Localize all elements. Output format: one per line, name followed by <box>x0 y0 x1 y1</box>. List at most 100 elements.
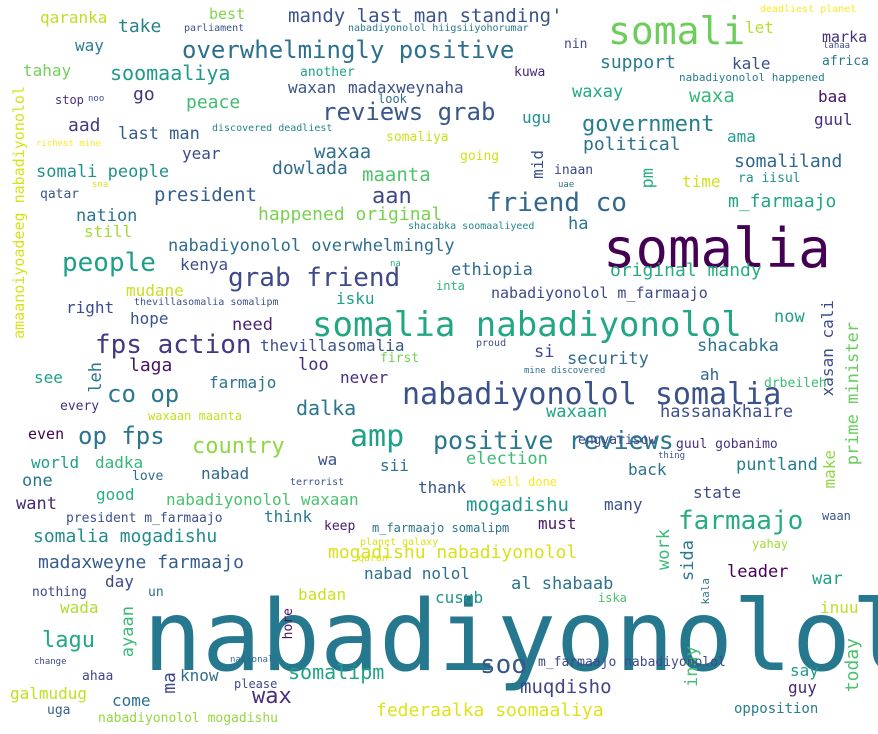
word-cloud-term: government <box>582 112 715 137</box>
word-cloud-term: make <box>820 450 839 489</box>
word-cloud-term: mine discovered <box>524 366 606 376</box>
word-cloud-term: al shabaab <box>511 574 614 594</box>
word-cloud-term: security <box>567 349 649 369</box>
word-cloud-term: well done <box>492 475 558 489</box>
word-cloud-term: mogadishu nabadiyonolol <box>328 542 578 563</box>
word-cloud-term: ha <box>568 214 589 234</box>
word-cloud-term: kenya <box>180 255 229 274</box>
word-cloud-term: hassanakhaire <box>660 402 794 422</box>
word-cloud-term: qatar <box>40 187 80 202</box>
word-cloud-term: wa <box>318 450 338 469</box>
word-cloud-term: galmudug <box>10 684 88 703</box>
word-cloud-term: nabad <box>201 464 250 483</box>
word-cloud-term: back <box>628 460 667 479</box>
word-cloud-term: kuwa <box>514 65 546 80</box>
word-cloud-term: federaalka soomaaliya <box>376 700 604 721</box>
word-cloud-term: world <box>31 453 80 472</box>
word-cloud-term: day <box>105 572 134 591</box>
word-cloud-term: one <box>22 471 53 491</box>
word-cloud-term: ugu <box>522 108 551 127</box>
word-cloud-term: kala <box>699 578 712 605</box>
word-cloud-term: positive reviews <box>433 426 674 455</box>
word-cloud-term: isku <box>336 289 375 308</box>
word-cloud-term: say <box>790 661 819 680</box>
word-cloud-term: think <box>264 507 313 526</box>
word-cloud-term: good <box>96 485 135 504</box>
word-cloud-term: marka <box>822 28 868 46</box>
word-cloud-term: grab friend <box>228 263 401 293</box>
word-cloud-term: soomaaliya <box>110 61 231 85</box>
word-cloud-term: must <box>538 514 577 533</box>
word-cloud-term: nabadiyonolol mogadishu <box>98 711 279 726</box>
word-cloud-term: happened original <box>258 204 443 225</box>
word-cloud-term: aan <box>372 184 412 209</box>
word-cloud-term: ethiopia <box>451 260 533 280</box>
word-cloud-term: let <box>745 18 774 37</box>
word-cloud-term: president m_farmaajo <box>66 511 223 526</box>
word-cloud-term: sii <box>380 456 409 475</box>
word-cloud-term: go <box>133 84 155 105</box>
word-cloud-term: please <box>234 677 278 691</box>
word-cloud-term: friend co <box>486 188 627 218</box>
word-cloud-term: inaan <box>554 163 594 178</box>
word-cloud-term: uae <box>558 180 575 190</box>
word-cloud-term: nabadiyonolol waxaan <box>166 490 359 509</box>
word-cloud-term: mogadishu <box>466 494 569 516</box>
word-cloud-term: sida <box>678 540 698 581</box>
word-cloud-term: richest mine <box>36 139 102 149</box>
word-cloud-term: laga <box>129 355 173 376</box>
word-cloud-term: dowlada <box>272 158 348 179</box>
word-cloud-term: thevillasomalia somalipm <box>134 297 279 308</box>
word-cloud-term: going <box>460 149 500 164</box>
word-cloud-term: nin <box>564 37 588 52</box>
word-cloud-term: drbeileh <box>764 376 827 391</box>
word-cloud-term: amaanoiyoadeeg nabadiyonolol <box>10 86 28 339</box>
word-cloud-term: m_farmaajo <box>728 191 837 212</box>
word-cloud-term: today <box>842 638 863 693</box>
word-cloud-term: kale <box>732 54 771 73</box>
word-cloud-term: yahay <box>752 537 789 551</box>
word-cloud-term: year <box>182 144 221 163</box>
word-cloud-term: somalia <box>603 217 831 280</box>
word-cloud-term: reviews grab <box>322 98 496 126</box>
word-cloud-term: somali <box>608 9 746 53</box>
word-cloud-term: waxaa <box>314 141 372 163</box>
word-cloud-term: every <box>60 399 100 414</box>
word-cloud-term: look <box>378 92 407 106</box>
word-cloud-term: want <box>16 494 57 514</box>
word-cloud-term: somali people <box>36 162 170 182</box>
word-cloud-term: ayaan <box>118 606 138 658</box>
word-cloud-term: waxaan maanta <box>148 409 242 423</box>
word-cloud-term: state <box>693 483 742 502</box>
word-cloud-term: war <box>812 569 843 589</box>
word-cloud-term: un <box>148 585 164 600</box>
word-cloud-term: president <box>154 184 257 206</box>
word-cloud-term: even <box>28 425 65 443</box>
word-cloud-term: guy <box>788 678 817 697</box>
word-cloud-term: guul gobanimo <box>676 437 778 452</box>
word-cloud-term: soo <box>480 650 527 680</box>
word-cloud-term: thank <box>418 478 467 497</box>
word-cloud-term: work <box>654 529 674 570</box>
word-cloud-term: dadka <box>95 453 144 472</box>
word-cloud-term: overwhelmingly positive <box>182 36 515 64</box>
word-cloud-term: farmaajo <box>678 506 804 536</box>
word-cloud-term: engyarisow <box>578 433 657 448</box>
word-cloud-term: ahaa <box>82 669 114 684</box>
word-cloud-term: leh <box>86 362 106 393</box>
word-cloud-term: m_farmaajo nabadiyonolol <box>538 655 726 670</box>
word-cloud-term: last man <box>118 124 200 144</box>
word-cloud-term: ah <box>700 365 720 384</box>
word-cloud-term: now <box>774 307 805 327</box>
word-cloud-term: nabad nolol <box>364 564 470 583</box>
word-cloud-term: si <box>534 342 555 362</box>
word-cloud-term: wada <box>60 598 99 617</box>
word-cloud-term: take <box>118 16 162 37</box>
word-cloud-term: keep <box>324 519 356 534</box>
word-cloud-term: original mandy <box>610 260 762 281</box>
word-cloud-term: come <box>112 691 151 710</box>
word-cloud-term: badan <box>298 585 347 604</box>
word-cloud-term: cusub <box>435 588 484 607</box>
word-cloud-term: hore <box>281 608 296 640</box>
word-cloud-term: guul <box>814 110 853 129</box>
